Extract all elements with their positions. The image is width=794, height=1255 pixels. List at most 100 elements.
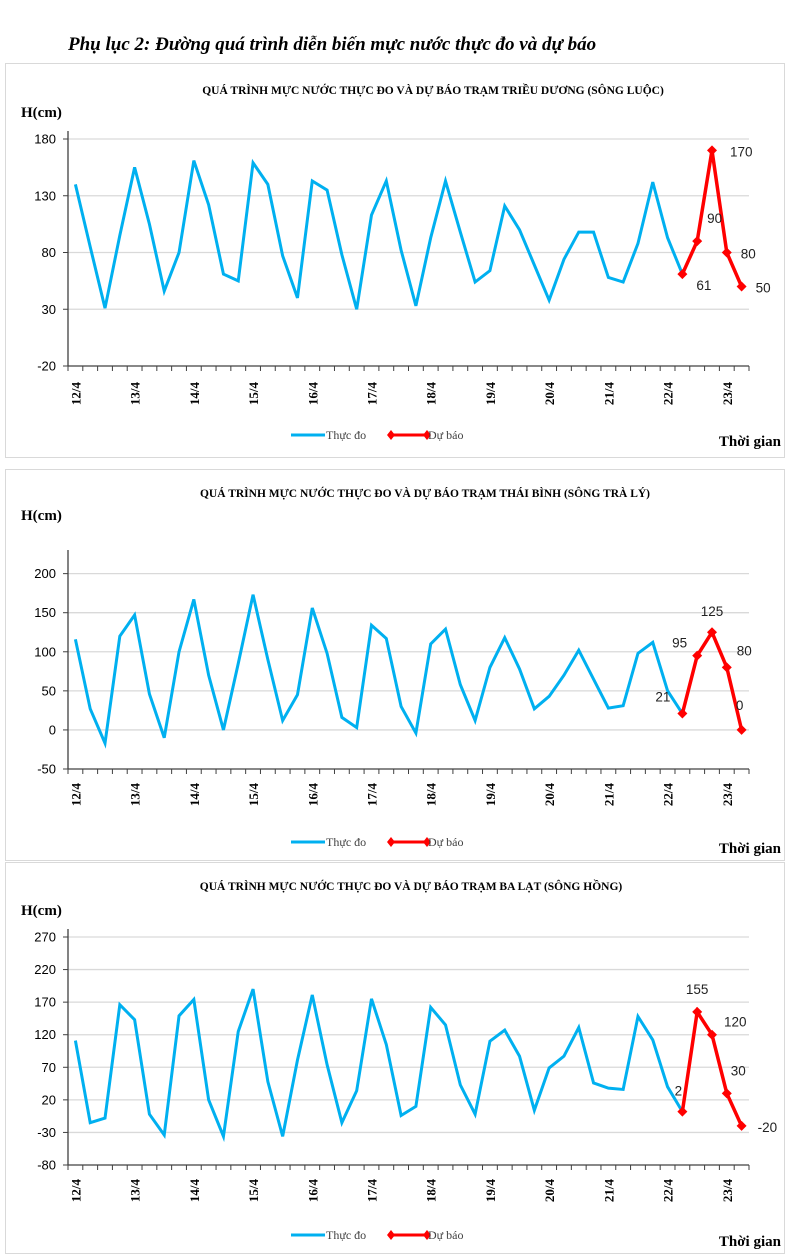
x-tick-label: 20/4: [542, 783, 557, 807]
y-tick-label: 150: [34, 605, 56, 620]
legend-marker: [387, 837, 395, 847]
chart-frame-ba-lat: QUÁ TRÌNH MỰC NƯỚC THỰC ĐO VÀ DỰ BÁO TRẠ…: [5, 862, 785, 1254]
forecast-marker: [721, 1088, 732, 1099]
y-tick-label: -20: [37, 359, 56, 374]
x-axis-title: Thời gian: [719, 434, 782, 450]
x-tick-label: 16/4: [305, 382, 320, 406]
forecast-marker: [736, 724, 747, 735]
legend-label-observed: Thực đo: [326, 428, 366, 442]
y-tick-label: -30: [37, 1125, 56, 1140]
data-label: 95: [672, 636, 687, 651]
series-line-forecast: [680, 628, 744, 731]
x-tick-label: 15/4: [246, 382, 261, 406]
x-tick-label: 19/4: [483, 382, 498, 406]
x-tick-label: 19/4: [483, 783, 498, 807]
y-tick-label: 270: [34, 930, 56, 945]
x-tick-label: 20/4: [542, 382, 557, 406]
data-label: 21: [655, 690, 670, 705]
data-label: 90: [707, 211, 722, 226]
data-label: 61: [696, 278, 711, 293]
legend: Thực đo Dự báo: [291, 428, 464, 442]
series-line-observed: [73, 594, 684, 749]
data-label: 80: [737, 643, 752, 658]
data-label: 80: [741, 247, 756, 262]
forecast-marker: [721, 662, 732, 673]
x-tick-label: 20/4: [542, 1179, 557, 1203]
x-tick-label: 21/4: [601, 1179, 616, 1203]
data-label: 30: [731, 1063, 746, 1078]
x-tick-label: 18/4: [424, 382, 439, 406]
x-tick-label: 13/4: [128, 1179, 143, 1203]
x-tick-label: 19/4: [483, 1179, 498, 1203]
y-tick-label: 70: [42, 1060, 56, 1075]
y-tick-label: 30: [42, 302, 56, 317]
forecast-marker: [736, 281, 747, 292]
x-tick-label: 12/4: [68, 382, 83, 406]
page-title: Phụ lục 2: Đường quá trình diễn biến mực…: [68, 34, 597, 55]
y-tick-label: 130: [34, 188, 56, 203]
forecast-marker: [677, 1106, 688, 1117]
y-tick-label: 200: [34, 566, 56, 581]
forecast-marker: [706, 627, 717, 638]
chart-frame-trieu-duong: QUÁ TRÌNH MỰC NƯỚC THỰC ĐO VÀ DỰ BÁO TRẠ…: [5, 63, 785, 458]
y-tick-label: -80: [37, 1158, 56, 1173]
data-label: 155: [686, 982, 709, 997]
forecast-marker: [692, 1006, 703, 1017]
x-tick-label: 13/4: [128, 783, 143, 807]
forecast-marker: [677, 708, 688, 719]
y-tick-label: 170: [34, 995, 56, 1010]
chart-title: QUÁ TRÌNH MỰC NƯỚC THỰC ĐO VÀ DỰ BÁO TRẠ…: [200, 878, 623, 893]
x-tick-label: 21/4: [601, 382, 616, 406]
forecast-marker: [706, 1029, 717, 1040]
y-axis-label: H(cm): [21, 903, 62, 919]
y-tick-label: 0: [49, 722, 56, 737]
legend-label-forecast: Dự báo: [428, 835, 464, 849]
data-label: 170: [730, 144, 753, 159]
x-tick-label: 22/4: [661, 1179, 676, 1203]
x-tick-label: 18/4: [424, 783, 439, 807]
forecast-marker: [721, 247, 732, 258]
y-axis-label: H(cm): [21, 105, 62, 121]
x-tick-label: 15/4: [246, 783, 261, 807]
chart-title: QUÁ TRÌNH MỰC NƯỚC THỰC ĐO VÀ DỰ BÁO TRẠ…: [202, 82, 664, 97]
legend-marker: [423, 837, 431, 847]
forecast-marker: [692, 650, 703, 661]
chart-ba-lat: QUÁ TRÌNH MỰC NƯỚC THỰC ĐO VÀ DỰ BÁO TRẠ…: [21, 878, 782, 1250]
x-tick-label: 14/4: [187, 783, 202, 807]
x-axis-title: Thời gian: [719, 1234, 782, 1250]
chart-title: QUÁ TRÌNH MỰC NƯỚC THỰC ĐO VÀ DỰ BÁO TRẠ…: [200, 486, 650, 500]
legend-marker: [423, 430, 431, 440]
x-tick-label: 23/4: [720, 1179, 735, 1203]
x-tick-label: 22/4: [661, 783, 676, 807]
x-tick-label: 14/4: [187, 1179, 202, 1203]
legend-marker: [387, 1230, 395, 1240]
y-tick-label: 80: [42, 245, 56, 260]
legend-marker: [423, 1230, 431, 1240]
x-tick-label: 23/4: [720, 783, 735, 807]
x-tick-label: 12/4: [68, 783, 83, 807]
series-line-observed: [73, 158, 684, 310]
x-axis-title: Thời gian: [719, 841, 782, 857]
y-axis-label: H(cm): [21, 508, 62, 524]
x-tick-label: 23/4: [720, 382, 735, 406]
y-tick-label: 20: [42, 1092, 56, 1107]
y-tick-label: 100: [34, 644, 56, 659]
y-tick-label: 180: [34, 132, 56, 147]
x-tick-label: 17/4: [364, 1179, 379, 1203]
legend: Thực đo Dự báo: [291, 1228, 464, 1242]
x-tick-label: 15/4: [246, 1179, 261, 1203]
legend-label-forecast: Dự báo: [428, 1228, 464, 1242]
data-label: 2: [675, 1084, 683, 1099]
series-line-observed: [73, 988, 684, 1143]
y-tick-label: 120: [34, 1027, 56, 1042]
forecast-marker: [706, 145, 717, 156]
data-label: 50: [756, 281, 771, 296]
x-tick-label: 14/4: [187, 382, 202, 406]
y-tick-label: 50: [42, 683, 56, 698]
data-label: 120: [724, 1015, 747, 1030]
data-label: 0: [736, 698, 744, 713]
x-tick-label: 17/4: [364, 382, 379, 406]
y-tick-label: 220: [34, 962, 56, 977]
data-label: 125: [701, 604, 724, 619]
legend-marker: [387, 430, 395, 440]
